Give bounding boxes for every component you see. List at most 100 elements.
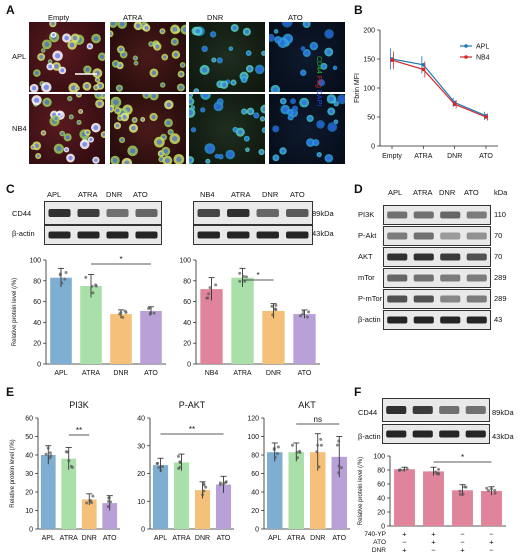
panel-d-row-label: β-actin — [358, 315, 381, 324]
panel-c-size-actin: 43kDa — [312, 229, 334, 238]
micrograph-apl-empty — [29, 22, 105, 92]
nucleus — [311, 44, 316, 49]
band — [135, 209, 158, 217]
data-dot — [91, 291, 95, 295]
bar — [50, 277, 72, 364]
nucleus — [151, 94, 157, 99]
micrograph-nb4-dnr — [189, 94, 265, 164]
nucleus — [182, 27, 186, 33]
bar — [140, 310, 162, 364]
nucleus — [149, 42, 153, 46]
panel-c-row-cd44: CD44 — [12, 209, 32, 218]
nucleus — [115, 108, 120, 113]
data-dot — [178, 460, 182, 464]
bar — [194, 490, 211, 529]
nucleus — [247, 51, 251, 55]
x-tick-label: ATRA — [233, 370, 251, 377]
nucleus — [273, 127, 278, 131]
band — [77, 209, 100, 217]
band — [387, 253, 408, 261]
nucleus — [189, 99, 193, 104]
legend-marker — [464, 55, 468, 59]
nucleus — [219, 155, 223, 159]
blot-bands — [197, 209, 309, 217]
nucleus — [189, 110, 193, 116]
bar — [102, 503, 118, 529]
y-tick-label: 20 — [33, 341, 41, 348]
panel-c-blot-cd44-left — [44, 201, 162, 225]
nucleus — [281, 99, 285, 103]
nucleus — [195, 28, 201, 34]
band — [439, 430, 460, 438]
y-axis-label: Relative protein level (/%) — [10, 439, 16, 507]
nucleus — [110, 106, 113, 111]
blot-bands — [387, 274, 487, 282]
nucleus — [194, 89, 198, 92]
x-tick-label: Empty — [382, 153, 402, 160]
y-axis-label: Relative protein level (/%) — [358, 457, 364, 525]
data-dot — [84, 275, 88, 279]
y-tick-label: 40 — [183, 320, 191, 327]
x-tick-label: ATRA — [287, 535, 305, 542]
x-tick-label: APL — [268, 535, 281, 542]
y-tick-label: 0 — [255, 527, 259, 534]
nucleus — [229, 47, 232, 50]
band — [387, 232, 408, 240]
panel-f-size-cd44: 89kDa — [492, 408, 514, 417]
y-tick-label: 60 — [33, 299, 41, 306]
nucleus — [314, 140, 318, 145]
band — [440, 274, 461, 282]
nucleus — [122, 114, 127, 120]
nucleus — [88, 44, 92, 48]
y-tick-label: 60 — [251, 471, 259, 478]
data-dot — [337, 471, 341, 475]
nucleus — [301, 100, 307, 106]
data-point — [484, 115, 488, 119]
data-dot — [204, 485, 208, 489]
nucleus — [339, 96, 345, 102]
treatment-sign: − — [460, 538, 465, 547]
data-dot — [208, 286, 212, 290]
data-dot — [335, 443, 339, 447]
panel-c-row-actin: β-actin — [12, 229, 35, 238]
y-tick-label: 80 — [377, 468, 385, 475]
y-tick-label: 80 — [251, 453, 259, 460]
y-tick-label: 150 — [363, 57, 375, 64]
y-tick-label: 60 — [25, 416, 33, 423]
data-dot — [177, 466, 181, 470]
nucleus — [207, 145, 213, 152]
nucleus — [133, 118, 137, 122]
panel-d-blot-5 — [383, 310, 491, 330]
band — [227, 231, 250, 239]
nucleus — [34, 71, 39, 75]
nucleus — [257, 67, 263, 72]
x-tick-label: NB4 — [205, 370, 219, 377]
x-tick-label: DNR — [266, 370, 281, 377]
data-dot — [48, 451, 52, 455]
y-tick-label: 20 — [251, 508, 259, 515]
nucleus — [36, 154, 40, 158]
x-tick-label: ATO — [332, 535, 346, 542]
nucleus — [94, 70, 100, 76]
nucleus — [232, 25, 237, 30]
data-dot — [307, 310, 311, 314]
nucleus — [245, 137, 249, 141]
data-dot — [121, 315, 125, 319]
micrograph-apl-ato — [269, 22, 345, 92]
nucleus — [281, 149, 285, 153]
nucleus — [329, 109, 334, 114]
treatment-sign: + — [402, 546, 407, 555]
blot-bands — [387, 295, 487, 303]
band — [227, 209, 250, 217]
nucleus — [134, 62, 138, 65]
significance-label: * — [119, 255, 122, 264]
nucleus — [135, 23, 141, 28]
nucleus — [280, 39, 286, 46]
panel-c-letter: C — [6, 182, 15, 196]
bar — [310, 452, 326, 529]
bar — [394, 469, 415, 526]
nucleus — [276, 37, 280, 42]
nucleus — [44, 99, 50, 105]
nucleus — [100, 54, 105, 59]
data-dot — [124, 311, 128, 315]
